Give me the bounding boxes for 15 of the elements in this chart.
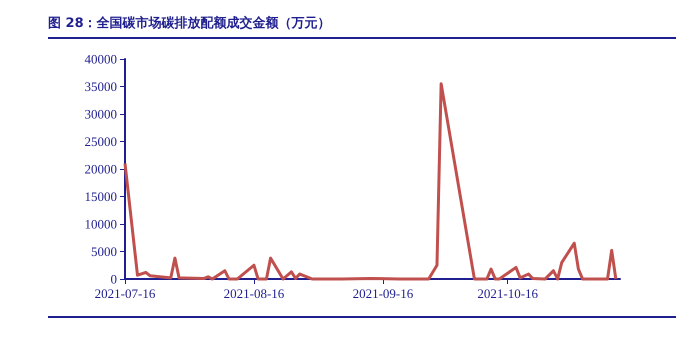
x-tick-label: 2021-08-16 [224, 286, 285, 301]
x-tick-label: 2021-07-16 [94, 286, 156, 301]
y-tick-label: 20000 [84, 162, 117, 176]
y-tick-label: 40000 [84, 52, 117, 66]
chart-title: 图 28：全国碳市场碳排放配额成交金额（万元） [48, 14, 331, 32]
x-tick-label: 2021-10-16 [477, 286, 539, 301]
y-tick-label: 15000 [84, 189, 117, 204]
y-tick-label: 25000 [84, 134, 117, 149]
x-tick-label: 2021-09-16 [352, 286, 414, 301]
y-tick-label: 10000 [84, 216, 117, 232]
y-tick-label: 35000 [84, 79, 117, 94]
line-series [124, 82, 618, 280]
y-tick-label: 0 [110, 272, 117, 286]
y-tick-label: 30000 [84, 106, 117, 122]
y-tick-label: 5000 [91, 244, 117, 259]
